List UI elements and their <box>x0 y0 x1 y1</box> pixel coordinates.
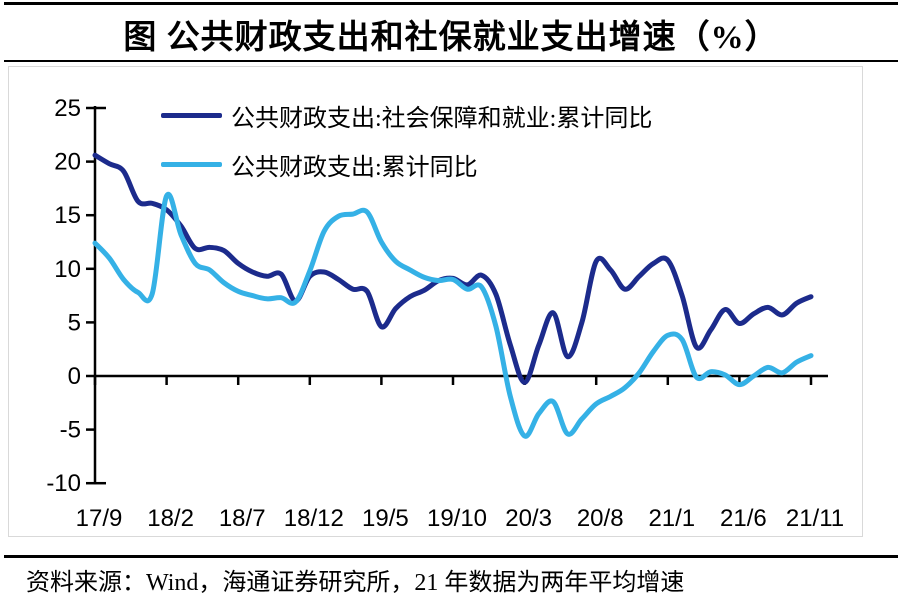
x-tick-label: 18/7 <box>219 505 266 532</box>
x-tick-label: 20/3 <box>505 505 552 532</box>
legend-label: 公共财政支出:累计同比 <box>231 155 478 181</box>
title-divider <box>4 60 898 62</box>
y-tick-label: 20 <box>54 149 81 176</box>
x-tick-label: 18/2 <box>147 505 194 532</box>
y-tick-label: 0 <box>68 363 81 390</box>
legend-line-swatch-dark-blue <box>161 113 222 118</box>
x-tick-label: 18/12 <box>284 505 344 532</box>
x-tick-label: 19/5 <box>362 505 409 532</box>
y-tick-label: 5 <box>68 309 81 336</box>
y-tick-label: -10 <box>46 470 81 497</box>
x-tick-label: 17/9 <box>76 505 123 532</box>
y-tick-label: -5 <box>60 417 81 444</box>
y-tick-label: 15 <box>54 202 81 229</box>
legend-item-fiscal-expenditure: 公共财政支出:累计同比 <box>161 140 652 189</box>
source-note: 资料来源：Wind，海通证券研究所，21 年数据为两年平均增速 <box>26 570 685 596</box>
legend-line-swatch-light-blue <box>161 162 222 167</box>
x-tick-label: 19/10 <box>427 505 487 532</box>
x-tick-label: 21/1 <box>648 505 695 532</box>
y-tick-label: 25 <box>54 95 81 122</box>
series-line-1 <box>92 191 814 439</box>
x-tick-label: 20/8 <box>577 505 624 532</box>
legend-label: 公共财政支出:社会保障和就业:累计同比 <box>231 106 653 132</box>
source-divider <box>4 555 898 558</box>
x-tick-label: 21/6 <box>720 505 767 532</box>
y-tick-label: 10 <box>54 256 81 283</box>
legend-item-social-security: 公共财政支出:社会保障和就业:累计同比 <box>161 91 652 140</box>
top-divider <box>4 2 898 5</box>
chart-legend: 公共财政支出:社会保障和就业:累计同比 公共财政支出:累计同比 <box>161 91 652 189</box>
figure-title: 图 公共财政支出和社保就业支出增速（%） <box>123 20 779 56</box>
x-tick-label: 21/11 <box>786 505 844 532</box>
